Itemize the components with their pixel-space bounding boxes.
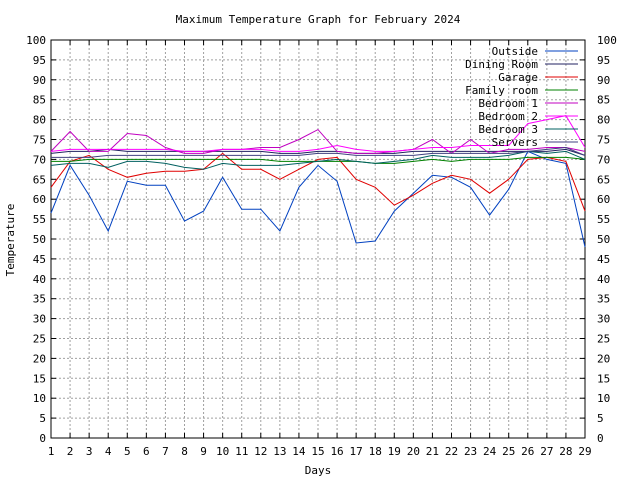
legend-label: Bedroom 3 — [478, 123, 538, 136]
x-tick-label: 17 — [350, 445, 363, 458]
y-tick-label-right: 85 — [597, 94, 610, 107]
y-tick-label-right: 75 — [597, 134, 610, 147]
y-tick-label-left: 65 — [33, 173, 46, 186]
legend-label: Servers — [492, 136, 538, 149]
series-line-dining-room — [50, 148, 586, 156]
x-tick-label: 19 — [388, 445, 401, 458]
chart-title: Maximum Temperature Graph for February 2… — [176, 13, 461, 26]
y-tick-label-right: 30 — [597, 313, 610, 326]
y-tick-label-left: 35 — [33, 293, 46, 306]
x-axis-label: Days — [305, 464, 332, 477]
x-tick-label: 16 — [330, 445, 343, 458]
legend-label: Garage — [498, 71, 538, 84]
legend-label: Bedroom 2 — [478, 110, 538, 123]
x-tick-label: 21 — [426, 445, 439, 458]
y-tick-label-left: 15 — [33, 372, 46, 385]
legend-label: Outside — [492, 45, 538, 58]
series-line-bedroom-3 — [50, 150, 586, 170]
x-tick-label: 11 — [235, 445, 248, 458]
x-tick-label: 23 — [464, 445, 477, 458]
x-tick-label: 9 — [200, 445, 207, 458]
y-tick-label-right: 65 — [597, 173, 610, 186]
y-tick-label-right: 35 — [597, 293, 610, 306]
series-line-bedroom-2 — [50, 115, 586, 152]
x-tick-label: 24 — [483, 445, 497, 458]
y-tick-label-right: 60 — [597, 193, 610, 206]
x-tick-label: 18 — [369, 445, 382, 458]
x-tick-label: 5 — [124, 445, 131, 458]
y-tick-label-left: 10 — [33, 392, 46, 405]
y-tick-label-left: 90 — [33, 74, 46, 87]
x-tick-label: 26 — [521, 445, 534, 458]
y-tick-label-left: 0 — [39, 432, 46, 445]
y-tick-label-right: 15 — [597, 372, 610, 385]
y-tick-label-left: 80 — [33, 114, 46, 127]
series-line-bedroom-1 — [50, 128, 586, 155]
x-tick-label: 10 — [216, 445, 229, 458]
plot-frame — [50, 39, 586, 439]
series-line-garage — [50, 152, 586, 212]
x-tick-label: 6 — [143, 445, 150, 458]
y-tick-label-left: 50 — [33, 233, 46, 246]
y-tick-label-right: 70 — [597, 153, 610, 166]
y-tick-label-right: 40 — [597, 273, 610, 286]
y-tick-label-right: 90 — [597, 74, 610, 87]
y-tick-label-right: 95 — [597, 54, 610, 67]
x-tick-label: 8 — [181, 445, 188, 458]
x-tick-label: 4 — [105, 445, 112, 458]
y-tick-label-left: 85 — [33, 94, 46, 107]
legend-label: Family room — [465, 84, 538, 97]
x-tick-label: 25 — [502, 445, 515, 458]
x-tick-label: 7 — [162, 445, 169, 458]
x-tick-label: 20 — [407, 445, 420, 458]
y-tick-label-right: 0 — [597, 432, 604, 445]
x-tick-label: 14 — [292, 445, 306, 458]
x-tick-label: 15 — [311, 445, 324, 458]
legend-label: Dining Room — [465, 58, 538, 71]
y-tick-label-left: 20 — [33, 352, 46, 365]
x-tick-label: 27 — [540, 445, 553, 458]
x-tick-label: 1 — [48, 445, 55, 458]
series-lines — [50, 115, 586, 248]
y-tick-label-left: 40 — [33, 273, 46, 286]
y-tick-label-left: 5 — [39, 412, 46, 425]
y-tick-label-right: 55 — [597, 213, 610, 226]
y-tick-label-right: 45 — [597, 253, 610, 266]
x-tick-label: 28 — [559, 445, 572, 458]
y-tick-label-left: 60 — [33, 193, 46, 206]
series-line-servers — [51, 146, 586, 158]
y-tick-label-left: 95 — [33, 54, 46, 67]
x-tick-label: 13 — [273, 445, 286, 458]
legend-label: Bedroom 1 — [478, 97, 538, 110]
y-axis-label: Temperature — [4, 204, 17, 277]
y-tick-label-right: 100 — [597, 34, 617, 47]
y-tick-label-right: 5 — [597, 412, 604, 425]
y-tick-label-left: 30 — [33, 313, 46, 326]
y-tick-label-right: 10 — [597, 392, 610, 405]
y-tick-label-right: 20 — [597, 352, 610, 365]
series-line-outside — [50, 150, 586, 248]
x-tick-label: 12 — [254, 445, 267, 458]
x-tick-label: 29 — [578, 445, 591, 458]
y-tick-label-left: 100 — [26, 34, 46, 47]
y-tick-label-right: 50 — [597, 233, 610, 246]
y-tick-label-left: 75 — [33, 134, 46, 147]
y-tick-label-right: 80 — [597, 114, 610, 127]
x-tick-label: 2 — [67, 445, 74, 458]
y-tick-label-left: 45 — [33, 253, 46, 266]
x-tick-label: 3 — [86, 445, 93, 458]
y-tick-label-left: 55 — [33, 213, 46, 226]
y-tick-label-left: 25 — [33, 333, 46, 346]
y-tick-label-left: 70 — [33, 153, 46, 166]
grid — [51, 40, 585, 438]
x-tick-label: 22 — [445, 445, 458, 458]
y-tick-label-right: 25 — [597, 333, 610, 346]
